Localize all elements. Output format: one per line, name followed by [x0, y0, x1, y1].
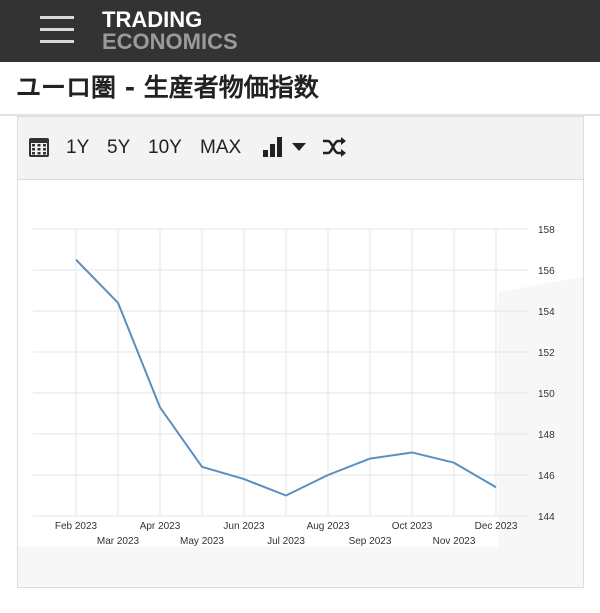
series-line[interactable] — [75, 259, 497, 497]
x-tick-label: Nov 2023 — [433, 536, 476, 547]
range-max-button[interactable]: MAX — [200, 137, 242, 158]
y-tick-label: 146 — [538, 471, 555, 482]
data-point[interactable] — [241, 476, 247, 482]
x-tick-label: Feb 2023 — [55, 521, 98, 532]
data-point[interactable] — [157, 404, 163, 410]
logo-line1: TRADING — [102, 7, 203, 32]
x-tick-label: Apr 2023 — [140, 521, 181, 532]
x-tick-label: Jul 2023 — [267, 536, 305, 547]
y-tick-label: 152 — [538, 348, 555, 359]
data-point[interactable] — [115, 300, 121, 306]
y-tick-label: 158 — [538, 225, 555, 236]
y-tick-label: 148 — [538, 430, 555, 441]
shuffle-icon[interactable] — [322, 136, 346, 158]
bar-chart-icon[interactable] — [262, 137, 284, 157]
top-bar: TRADING ECONOMICS — [0, 0, 600, 62]
background-shade — [18, 277, 583, 587]
y-tick-label: 154 — [538, 307, 555, 318]
x-tick-label: Jun 2023 — [223, 521, 265, 532]
x-tick-label: Sep 2023 — [349, 536, 392, 547]
chart-area: 144 146 148 150 152 154 156 158 Feb 2023 Apr 2023… — [18, 225, 583, 587]
range-10y-button[interactable]: 10Y — [148, 137, 182, 158]
x-tick-label: May 2023 — [180, 536, 224, 547]
logo-line2: ECONOMICS — [102, 29, 238, 54]
page-title: ユーロ圏 - 生産者物価指数 — [16, 73, 319, 102]
y-tick-label: 156 — [538, 266, 555, 277]
y-tick-label: 150 — [538, 389, 555, 400]
divider — [0, 114, 600, 116]
data-point[interactable] — [367, 456, 373, 462]
x-tick-label: Dec 2023 — [475, 521, 518, 532]
menu-line — [40, 40, 74, 43]
range-5y-button[interactable]: 5Y — [107, 137, 131, 158]
range-1y-button[interactable]: 1Y — [66, 137, 90, 158]
x-tick-label: Oct 2023 — [392, 521, 433, 532]
y-tick-label: 144 — [538, 512, 555, 523]
data-point[interactable] — [493, 484, 499, 490]
data-point[interactable] — [451, 460, 457, 466]
data-point[interactable] — [325, 472, 331, 478]
data-point[interactable] — [409, 449, 415, 455]
data-point[interactable] — [73, 257, 79, 263]
hamburger-menu-icon[interactable] — [40, 14, 76, 44]
x-tick-label: Aug 2023 — [307, 521, 350, 532]
menu-line — [40, 16, 74, 19]
menu-line — [40, 28, 74, 31]
chart-panel: 1Y 5Y 10Y MAX 144 146 148 150 152 154 156 158 Fe… — [17, 116, 584, 588]
data-point[interactable] — [199, 464, 205, 470]
data-point[interactable] — [283, 493, 289, 499]
caret-down-icon[interactable] — [292, 143, 306, 151]
x-tick-label: Mar 2023 — [97, 536, 140, 547]
calendar-icon[interactable] — [28, 136, 50, 158]
chart-toolbar: 1Y 5Y 10Y MAX — [18, 117, 583, 180]
logo[interactable]: TRADING ECONOMICS — [102, 9, 238, 53]
